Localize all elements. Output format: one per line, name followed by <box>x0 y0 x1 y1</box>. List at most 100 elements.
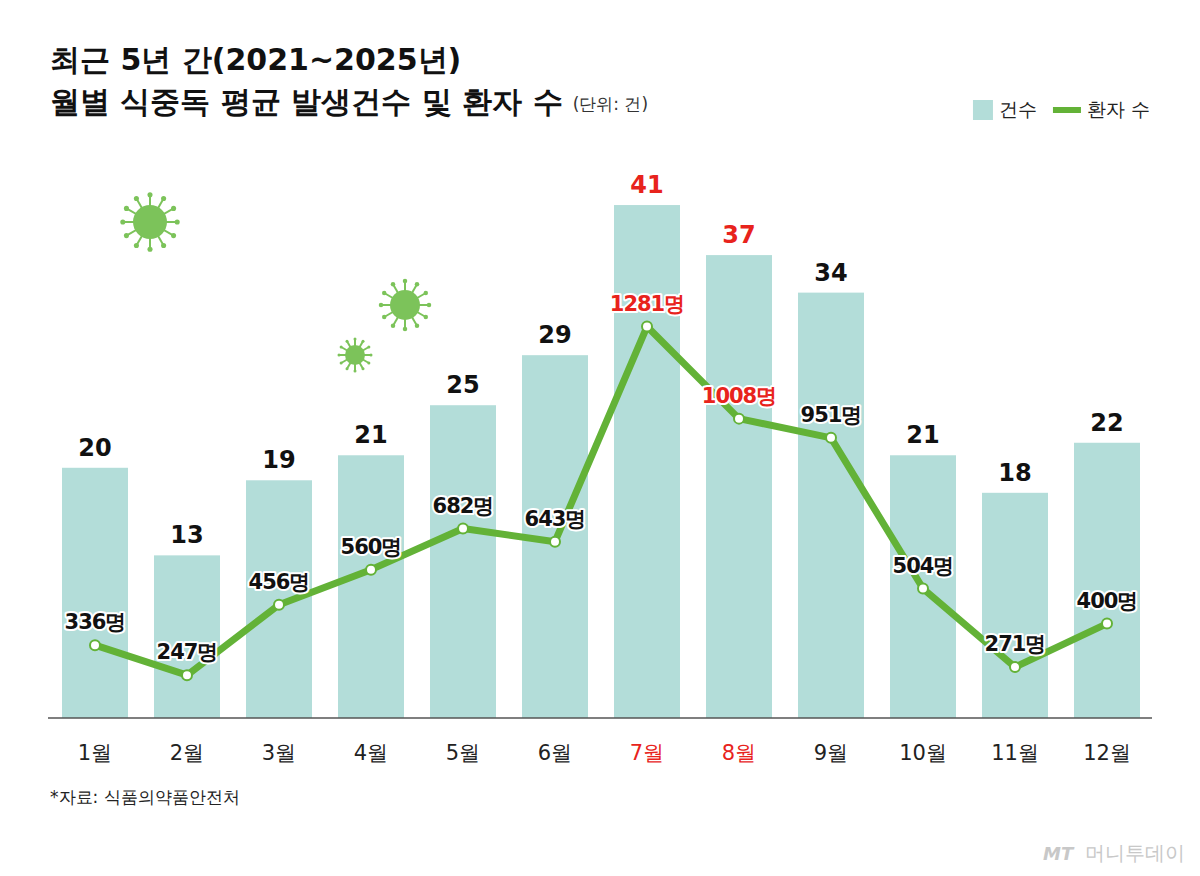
x-tick-label: 4월 <box>354 741 388 765</box>
decoration <box>134 196 139 201</box>
decoration <box>403 327 408 332</box>
point <box>182 670 192 680</box>
decoration <box>147 247 152 252</box>
decoration <box>340 346 343 349</box>
marks <box>62 205 1140 718</box>
line-label: 271명 <box>985 632 1046 656</box>
bar-label: 20 <box>78 434 111 462</box>
bar-label: 18 <box>998 459 1031 487</box>
decoration <box>345 345 365 365</box>
point <box>458 524 468 534</box>
decoration <box>367 346 370 349</box>
line-label: 247명 <box>157 640 218 664</box>
line <box>95 327 1107 676</box>
decoration <box>390 290 420 320</box>
legend: 환자 수 건수 <box>973 98 1150 120</box>
decoration <box>382 291 387 296</box>
bar-label: 21 <box>354 421 387 449</box>
decoration <box>379 303 384 308</box>
point <box>366 565 376 575</box>
decoration <box>354 370 357 373</box>
decoration <box>362 367 365 370</box>
x-tick-label: 1월 <box>78 741 112 765</box>
watermark: MT <box>1043 843 1075 864</box>
point <box>642 322 652 332</box>
x-tick-label: 2월 <box>170 741 204 765</box>
bar <box>62 468 128 718</box>
decoration <box>391 282 396 287</box>
legend-swatch <box>1053 107 1081 113</box>
unit-label: (단위: 건) <box>573 94 648 114</box>
point <box>274 600 284 610</box>
bar <box>890 455 956 718</box>
point <box>734 414 744 424</box>
decoration <box>427 303 432 308</box>
decoration <box>124 233 129 238</box>
decoration <box>338 338 373 373</box>
decoration <box>379 279 432 332</box>
bar-label: 41 <box>630 171 663 199</box>
decoration <box>147 192 152 197</box>
x-tick-label: 6월 <box>538 741 572 765</box>
bar-label: 25 <box>446 371 479 399</box>
bar-label: 37 <box>722 221 755 249</box>
bar <box>154 555 220 718</box>
decoration <box>340 362 343 365</box>
subtitle: 월별 식중독 평균 발생건수 및 환자 수 <box>50 84 563 119</box>
decoration <box>346 367 349 370</box>
bar <box>430 405 496 718</box>
line-label: 336명 <box>65 610 126 634</box>
x-tick-label: 8월 <box>722 741 756 765</box>
decoration <box>403 279 408 284</box>
decoration <box>382 315 387 320</box>
bar-label: 22 <box>1090 409 1123 437</box>
line-label: 400명 <box>1077 589 1138 613</box>
bar <box>1074 443 1140 718</box>
decoration <box>424 291 429 296</box>
labels: 201319212529413734211822336명247명456명560명… <box>65 171 1138 664</box>
bar <box>982 493 1048 718</box>
decoration <box>415 282 420 287</box>
line-label: 560명 <box>341 535 402 559</box>
decoration <box>175 219 180 224</box>
decoration <box>124 206 129 211</box>
decoration <box>161 243 166 248</box>
bar <box>338 455 404 718</box>
line-label: 504명 <box>893 554 954 578</box>
bar-label: 13 <box>170 521 203 549</box>
line-label: 1281명 <box>610 292 684 316</box>
x-tick-label: 10월 <box>899 741 947 765</box>
chart: 최근 5년 간(2021~2025년) 월별 식중독 평균 발생건수 및 환자 수… <box>0 0 1200 876</box>
title: 최근 5년 간(2021~2025년) <box>50 42 461 77</box>
decoration <box>171 206 176 211</box>
legend-label: 환자 수 <box>1087 98 1150 120</box>
x-tick-label: 11월 <box>991 741 1039 765</box>
point <box>550 537 560 547</box>
legend-label: 건수 <box>999 98 1037 120</box>
line-label: 1008명 <box>702 384 776 408</box>
decoration <box>370 354 373 357</box>
decoration <box>367 362 370 365</box>
bar-label: 19 <box>262 446 295 474</box>
x-tick-label: 9월 <box>814 741 848 765</box>
decoration <box>120 192 180 252</box>
line-label: 643명 <box>525 507 586 531</box>
decoration <box>161 196 166 201</box>
line-label: 951명 <box>801 403 862 427</box>
bar <box>798 293 864 718</box>
x-tick-label: 12월 <box>1083 741 1131 765</box>
watermark: 머니투데이 <box>1085 841 1185 865</box>
bar-label: 21 <box>906 421 939 449</box>
point <box>826 433 836 443</box>
decoration <box>362 340 365 343</box>
bar <box>706 255 772 718</box>
bar-label: 29 <box>538 321 571 349</box>
decoration <box>424 315 429 320</box>
point <box>918 584 928 594</box>
decoration <box>391 324 396 329</box>
decoration <box>120 219 125 224</box>
line-label: 682명 <box>433 494 494 518</box>
decoration <box>338 354 341 357</box>
line-label: 456명 <box>249 570 310 594</box>
bar <box>614 205 680 718</box>
